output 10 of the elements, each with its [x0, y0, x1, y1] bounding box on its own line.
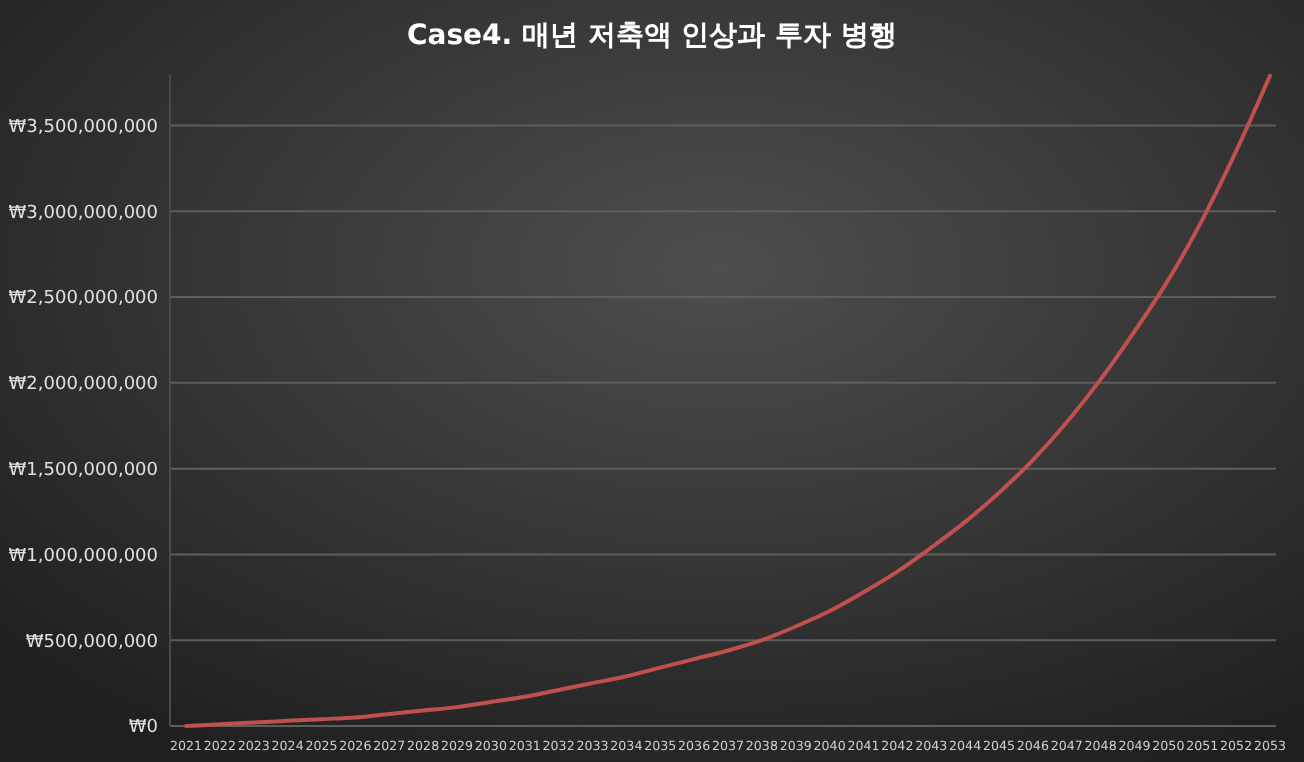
y-tick-label: ₩1,000,000,000 [8, 546, 159, 567]
chart-title: Case4. 매년 저축액 인상과 투자 병행 [407, 20, 897, 52]
y-tick-label: ₩3,000,000,000 [8, 203, 159, 224]
y-tick-label: ₩2,500,000,000 [8, 289, 159, 310]
y-tick-label: ₩500,000,000 [25, 632, 159, 653]
y-tick-label: ₩2,000,000,000 [8, 375, 159, 396]
line-series [184, 73, 1272, 728]
y-tick-label: ₩1,500,000,000 [8, 460, 159, 481]
y-tick-label: ₩3,500,000,000 [8, 117, 159, 138]
y-tick-label: ₩0 [128, 718, 159, 739]
